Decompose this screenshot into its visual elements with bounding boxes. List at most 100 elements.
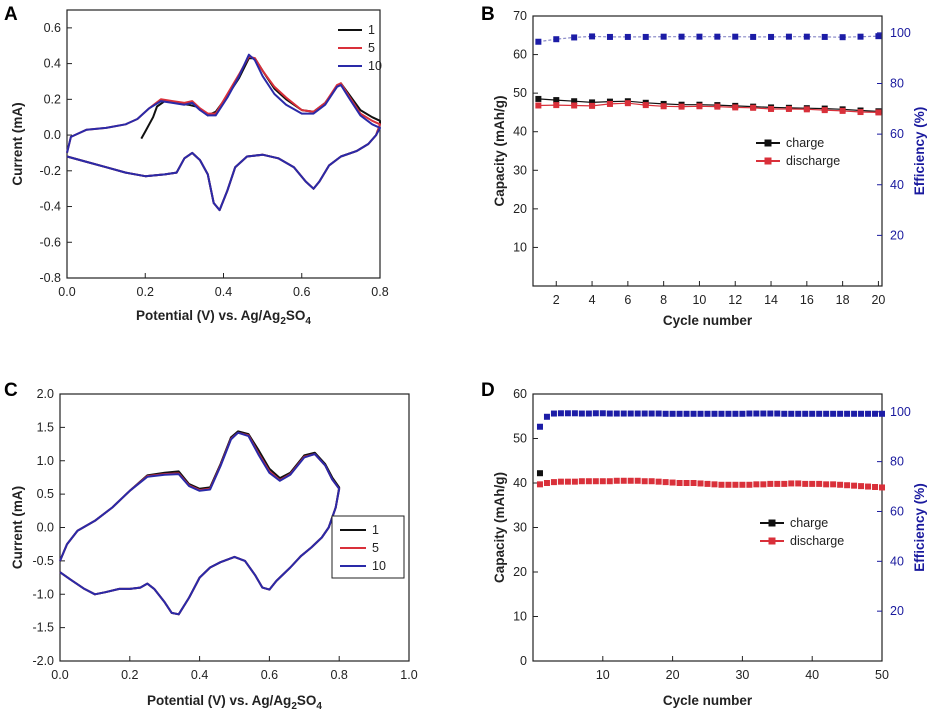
x-tick-label: 10 [692, 293, 706, 307]
discharge-point [660, 103, 667, 110]
x-tick-label: 0.2 [121, 668, 138, 682]
efficiency-point [676, 410, 683, 417]
panel-label-d: D [481, 380, 495, 401]
x-tick-label: 4 [589, 293, 596, 307]
discharge-point [844, 482, 851, 489]
x-tick-label: 10 [596, 668, 610, 682]
discharge-point [599, 478, 606, 485]
efficiency-point [624, 33, 631, 40]
legend-label-10: 10 [372, 559, 386, 573]
discharge-point [696, 103, 703, 110]
efficiency-point [553, 36, 560, 43]
discharge-point [767, 480, 774, 487]
discharge-point [704, 480, 711, 487]
efficiency-point [844, 410, 851, 417]
efficiency-point [564, 410, 571, 417]
efficiency-point [543, 413, 550, 420]
discharge-point [711, 481, 718, 488]
x-tick-label: 16 [800, 293, 814, 307]
y-tick-label: 0.6 [44, 21, 61, 35]
efficiency-point [750, 33, 757, 40]
discharge-point [564, 478, 571, 485]
efficiency-point [872, 410, 879, 417]
legend-marker-discharge [768, 537, 776, 545]
efficiency-point [816, 410, 823, 417]
y-tick-label: -0.2 [39, 164, 61, 178]
discharge-point [606, 478, 613, 485]
y-right-tick-label: 80 [890, 455, 904, 469]
legend-marker-discharge [764, 157, 772, 165]
y-tick-label: 50 [513, 432, 527, 446]
y-right-axis-label: Efficiency (%) [912, 483, 927, 572]
efficiency-point [858, 410, 865, 417]
discharge-point [875, 109, 882, 116]
discharge-point [851, 482, 858, 489]
efficiency-point [655, 410, 662, 417]
discharge-point [760, 481, 767, 488]
efficiency-point [578, 410, 585, 417]
panel-label-c: C [4, 380, 18, 401]
efficiency-point [785, 33, 792, 40]
y-tick-label: -0.6 [39, 235, 61, 249]
cv-curve-cycle-1 [59, 430, 341, 616]
efficiency-point [669, 410, 676, 417]
discharge-point [535, 102, 542, 109]
charge-point [536, 470, 543, 477]
efficiency-point [718, 410, 725, 417]
y-right-axis-label: Efficiency (%) [912, 107, 927, 196]
discharge-point [627, 477, 634, 484]
panel-b-capacity-chart: 2 4 6 8 10 12 14 16 18 20 10 20 30 40 50 60 70 20 40 60 80 10… [492, 9, 927, 328]
x-tick-label: 12 [728, 293, 742, 307]
efficiency-point [606, 33, 613, 40]
y-right-tick-label: 60 [890, 504, 904, 518]
discharge-point [858, 483, 865, 490]
discharge-point [642, 102, 649, 109]
charge-point [589, 99, 596, 106]
x-tick-label: 0.2 [137, 285, 154, 299]
y-tick-label: 40 [513, 476, 527, 490]
x-axis-label: Cycle number [663, 313, 753, 328]
y-tick-label: 0.4 [44, 57, 61, 71]
y-right-tick-label: 100 [890, 26, 911, 40]
efficiency-point [571, 410, 578, 417]
efficiency-point [660, 33, 667, 40]
discharge-point [641, 478, 648, 485]
discharge-point [746, 481, 753, 488]
efficiency-point [592, 410, 599, 417]
discharge-point [613, 477, 620, 484]
discharge-point [837, 481, 844, 488]
discharge-point [857, 109, 864, 116]
discharge-point [634, 477, 641, 484]
charge-point [553, 97, 560, 104]
discharge-point [785, 105, 792, 112]
x-tick-label: 50 [875, 668, 889, 682]
efficiency-point [803, 33, 810, 40]
efficiency-point [768, 33, 775, 40]
x-tick-label: 0.0 [58, 285, 75, 299]
discharge-point [697, 480, 704, 487]
panel-d-capacity-chart: 10 20 30 40 50 0 10 20 30 40 50 60 20 40 60 80 100 Cycle … [492, 387, 927, 708]
efficiency-point [627, 410, 634, 417]
y-right-tick-label: 40 [890, 178, 904, 192]
discharge-point [802, 480, 809, 487]
cv-curve-cycle-10 [59, 431, 341, 616]
discharge-line [538, 102, 879, 113]
y-right-tick-label: 100 [890, 405, 911, 419]
y-axis-label: Current (mA) [10, 486, 25, 569]
discharge-point [750, 104, 757, 111]
legend-label-5: 5 [368, 41, 375, 55]
x-tick-label: 0.0 [51, 668, 68, 682]
efficiency-point [746, 410, 753, 417]
efficiency-point [725, 410, 732, 417]
efficiency-point [536, 423, 543, 430]
discharge-point [781, 480, 788, 487]
efficiency-point [739, 410, 746, 417]
efficiency-point [697, 410, 704, 417]
panel-c-cv-chart: 0.0 0.2 0.4 0.6 0.8 1.0 -2.0 -1.5 -1.0 -0.5 0.0 0.5… [10, 387, 418, 712]
legend-label-10: 10 [368, 59, 382, 73]
y-tick-label: -2.0 [32, 654, 54, 668]
efficiency-point [648, 410, 655, 417]
y-tick-label: 50 [513, 86, 527, 100]
y-tick-label: -0.5 [32, 554, 54, 568]
discharge-point [739, 481, 746, 488]
